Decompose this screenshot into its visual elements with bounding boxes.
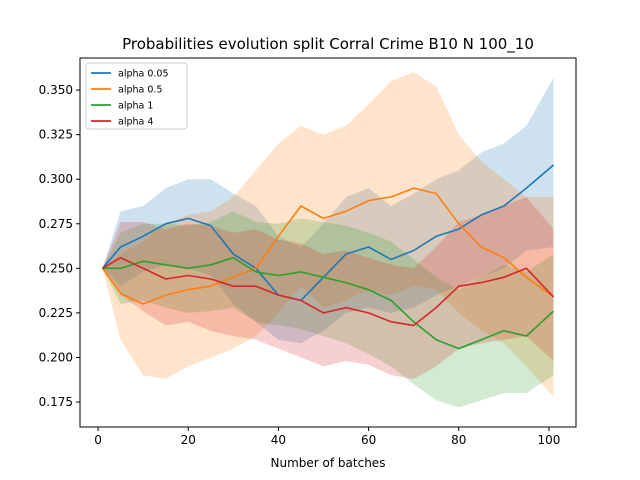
legend-label: alpha 1 [118, 101, 153, 112]
confidence-bands [102, 72, 554, 408]
chart-title: Probabilities evolution split Corral Cri… [122, 35, 534, 54]
x-tick-label: 100 [537, 433, 560, 447]
y-tick-label: 0.225 [39, 306, 73, 320]
x-tick-label: 60 [361, 433, 376, 447]
x-axis-label: Number of batches [271, 456, 386, 470]
band-alpha-0-05 [102, 77, 554, 344]
y-tick-label: 0.275 [39, 217, 73, 231]
band-alpha-1 [102, 211, 554, 408]
y-tick-label: 0.300 [39, 172, 73, 186]
line-alpha-1 [102, 256, 555, 350]
x-tick-label: 80 [451, 433, 466, 447]
x-tick-label: 40 [271, 433, 286, 447]
plot-frame [79, 57, 577, 428]
x-tick-label: 20 [181, 433, 196, 447]
legend-label: alpha 0.05 [118, 69, 169, 80]
x-tick-label: 0 [94, 433, 102, 447]
x-axis-ticks: 0 20 40 60 80 100 [94, 427, 560, 447]
legend-label: alpha 0.5 [118, 85, 162, 96]
legend-label: alpha 4 [118, 117, 153, 128]
y-tick-label: 0.350 [39, 83, 73, 97]
series-lines [101, 164, 555, 350]
legend-box [85, 62, 188, 130]
y-tick-label: 0.200 [39, 350, 73, 364]
y-axis-ticks: 0.175 0.200 0.225 0.250 0.275 0.300 0.325 0.350 [39, 83, 80, 409]
y-tick-label: 0.250 [39, 261, 73, 275]
band-alpha-4 [102, 197, 554, 379]
y-tick-label: 0.325 [39, 128, 73, 142]
y-tick-label: 0.175 [39, 395, 73, 409]
line-alpha-4 [102, 256, 555, 327]
line-alpha-0-5 [101, 187, 554, 305]
legend: alpha 0.05 alpha 0.5 alpha 1 alpha 4 [85, 62, 188, 130]
band-alpha-0-5 [102, 72, 554, 397]
